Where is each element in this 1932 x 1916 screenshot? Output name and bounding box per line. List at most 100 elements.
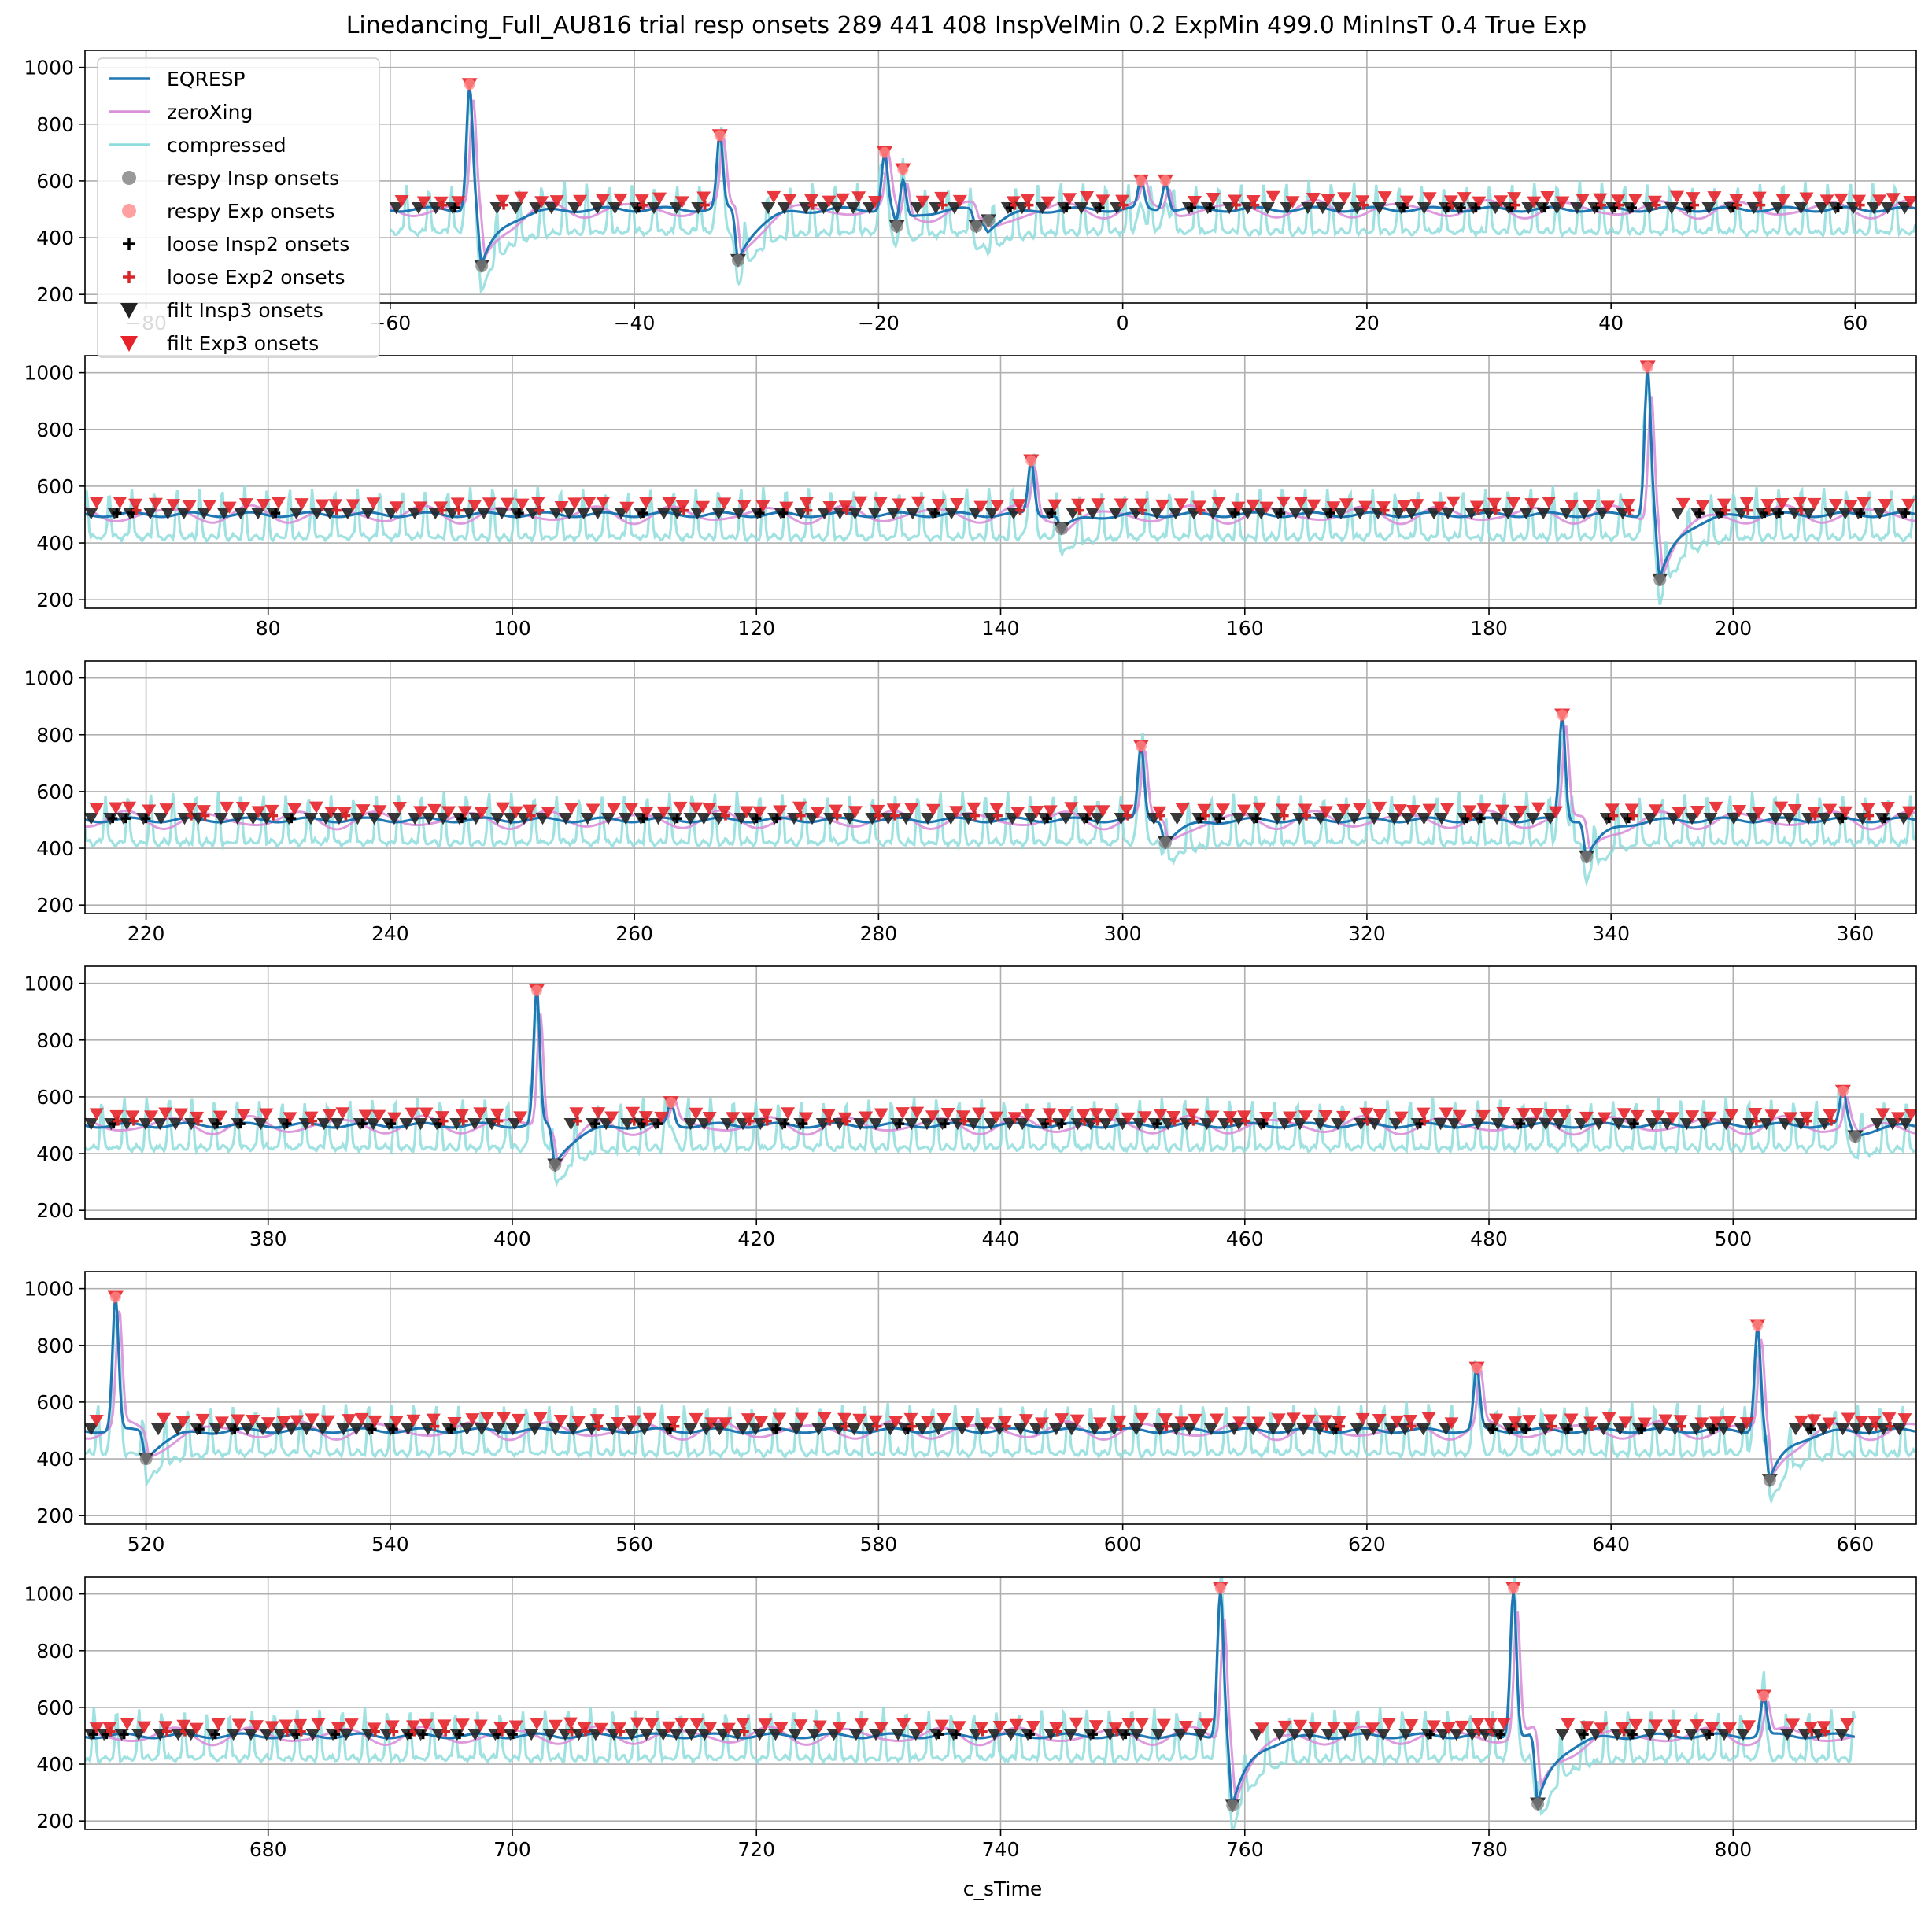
- filt-exp3-onset: [283, 1112, 297, 1124]
- filt-insp3-onset: [984, 1117, 999, 1131]
- loose-exp2-onset: [1015, 505, 1025, 515]
- loose-exp2-onset: [832, 810, 842, 821]
- filt-exp3-onset: [1439, 1107, 1454, 1120]
- loose-insp2-onset: [798, 1119, 808, 1129]
- loose-insp2-onset: [1398, 203, 1409, 213]
- filt-exp3-onset: [1872, 194, 1887, 207]
- filt-insp3-onset: [974, 1423, 989, 1436]
- filt-exp3-onset: [1748, 1108, 1763, 1120]
- loose-insp2-onset: [456, 814, 467, 824]
- filt-exp3-onset: [541, 807, 556, 819]
- filt-exp3-onset: [1705, 1722, 1720, 1735]
- filt-exp3-onset: [1616, 1108, 1631, 1120]
- filt-exp3-onset: [1695, 500, 1710, 512]
- filt-exp3-onset: [455, 1109, 470, 1121]
- filt-insp3-onset: [816, 201, 831, 215]
- filt-exp3-onset: [251, 806, 266, 818]
- legend-label: filt Insp3 onsets: [167, 299, 323, 322]
- onset-markers: [389, 78, 1916, 274]
- filt-insp3-onset: [647, 201, 662, 215]
- loose-exp2-onset: [720, 810, 730, 821]
- grid: [85, 661, 1916, 914]
- filt-exp3-onset: [1306, 499, 1321, 511]
- onset-markers: [85, 984, 1916, 1172]
- filt-insp3-onset: [413, 1117, 428, 1131]
- filt-exp3-onset: [630, 1717, 645, 1730]
- filt-exp3-onset: [246, 1414, 260, 1427]
- filt-insp3-onset: [1596, 1423, 1611, 1436]
- panel-3: 220 240 260 280 300 320 340 360 200 400 600 800 1000: [24, 660, 1917, 945]
- loose-insp2-onset: [780, 1119, 790, 1129]
- filt-exp3-onset: [656, 806, 671, 819]
- filt-exp3-onset: [1690, 805, 1705, 818]
- filt-insp3-onset: [752, 1728, 767, 1741]
- filt-exp3-onset: [737, 500, 752, 512]
- filt-exp3-onset: [419, 1107, 434, 1120]
- filt-exp3-onset: [1308, 1722, 1323, 1734]
- filt-exp3-onset: [1135, 1718, 1150, 1730]
- filt-insp3-onset: [259, 1728, 274, 1741]
- loose-exp2-onset: [937, 200, 948, 210]
- y-tick-label: 800: [36, 724, 74, 747]
- loose-exp2-onset: [1732, 200, 1742, 210]
- filt-exp3-onset: [1011, 499, 1026, 511]
- loose-insp2-onset: [210, 1730, 220, 1740]
- filt-exp3-onset: [1452, 1109, 1467, 1123]
- respy-exp-onset: [897, 164, 909, 175]
- filt-insp3-onset: [1679, 1117, 1694, 1131]
- filt-exp3-onset: [873, 497, 888, 510]
- filt-exp3-onset: [1394, 1111, 1409, 1124]
- filt-insp3-onset: [696, 812, 711, 825]
- panel-2: 80 100 120 140 160 180 200 200 400 600 800 1000: [24, 355, 1917, 640]
- respy-exp-onset: [1758, 1690, 1770, 1702]
- filt-exp3-onset: [936, 1413, 951, 1426]
- loose-insp2-onset: [1563, 1424, 1573, 1434]
- legend-label: zeroXing: [167, 101, 253, 124]
- filt-exp3-onset: [1422, 803, 1437, 816]
- filt-insp3-onset: [1338, 1728, 1353, 1741]
- loose-exp2-onset: [1335, 1421, 1346, 1431]
- loose-exp2-onset: [1231, 200, 1241, 210]
- filt-insp3-onset: [1642, 812, 1657, 825]
- filt-insp3-onset: [1321, 1728, 1335, 1741]
- filt-exp3-onset: [1648, 804, 1663, 817]
- filt-exp3-onset: [626, 1415, 641, 1427]
- filt-exp3-onset: [1187, 195, 1202, 209]
- series-group: [85, 715, 1916, 888]
- filt-exp3-onset: [718, 1417, 733, 1430]
- x-tick-label: 660: [1837, 1533, 1875, 1556]
- filt-exp3-onset: [626, 1106, 641, 1120]
- loose-exp2-onset: [493, 1116, 504, 1126]
- filt-insp3-onset: [243, 1728, 258, 1741]
- filt-insp3-onset: [1249, 1728, 1264, 1741]
- loose-exp2-onset: [678, 505, 689, 515]
- filt-insp3-onset: [1612, 1423, 1627, 1436]
- filt-exp3-onset: [1904, 1109, 1916, 1121]
- filt-exp3-onset: [949, 806, 964, 818]
- filt-insp3-onset: [85, 507, 98, 520]
- loose-insp2-onset: [1042, 814, 1052, 824]
- filt-exp3-onset: [1252, 802, 1267, 815]
- filt-exp3-onset: [137, 1721, 152, 1733]
- filt-exp3-onset: [554, 500, 569, 514]
- loose-exp2-onset: [872, 1421, 882, 1431]
- y-tick-label: 1000: [24, 973, 74, 995]
- filt-insp3-onset: [829, 201, 844, 215]
- filt-insp3-onset: [475, 1423, 489, 1436]
- filt-exp3-onset: [1355, 1412, 1370, 1426]
- loose-insp2-onset: [1627, 1730, 1638, 1740]
- filt-insp3-onset: [1501, 507, 1516, 520]
- filt-exp3-onset: [1286, 1412, 1301, 1425]
- filt-exp3-onset: [1544, 1109, 1559, 1122]
- filt-insp3-onset: [711, 507, 726, 520]
- filt-exp3-onset: [354, 1412, 369, 1426]
- loose-insp2-onset: [930, 508, 940, 519]
- loose-insp2-onset: [388, 1424, 398, 1434]
- filt-exp3-onset: [1236, 804, 1251, 817]
- filt-insp3-onset: [1435, 1728, 1450, 1741]
- filt-exp3-onset: [1555, 196, 1570, 209]
- filt-insp3-onset: [411, 201, 426, 215]
- legend-label: compressed: [167, 134, 286, 157]
- filt-insp3-onset: [1193, 1728, 1208, 1741]
